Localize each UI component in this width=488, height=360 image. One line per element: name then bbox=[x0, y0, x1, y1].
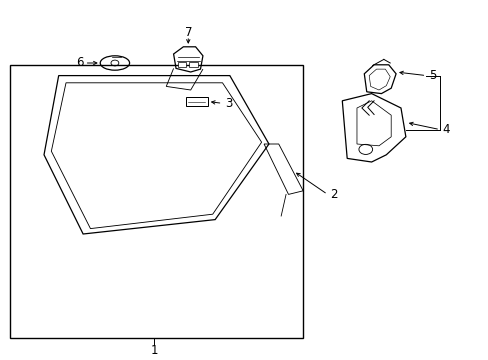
Text: 6: 6 bbox=[76, 57, 83, 69]
Text: 1: 1 bbox=[150, 345, 158, 357]
Text: 3: 3 bbox=[224, 97, 232, 110]
Text: 2: 2 bbox=[329, 188, 337, 201]
Bar bbox=[185, 97, 207, 106]
Text: 5: 5 bbox=[428, 69, 435, 82]
Text: 7: 7 bbox=[184, 26, 192, 39]
Bar bbox=[177, 62, 186, 67]
Bar bbox=[10, 65, 303, 338]
Text: 4: 4 bbox=[442, 123, 449, 136]
Bar bbox=[188, 62, 197, 67]
